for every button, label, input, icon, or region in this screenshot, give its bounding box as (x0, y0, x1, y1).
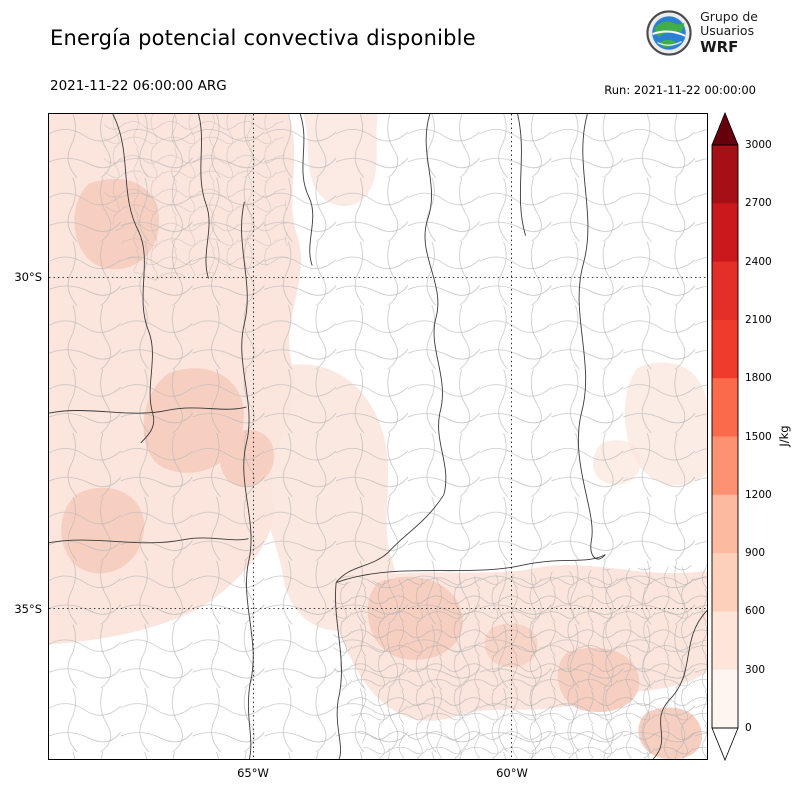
colorbar-tick: 0 (745, 722, 752, 734)
lon-tick-65w: 65°W (237, 766, 269, 780)
globe-icon (646, 10, 692, 56)
colorbar-segment (712, 378, 738, 437)
colorbar-segment (712, 319, 738, 379)
lon-tick-60w: 60°W (496, 766, 528, 780)
colorbar-tick: 2400 (745, 255, 772, 268)
colorbar-tick: 1500 (745, 430, 772, 443)
department-boundaries (49, 114, 707, 759)
gridlines (49, 114, 707, 759)
colorbar-tick: 2700 (745, 197, 772, 210)
colorbar-segment (712, 261, 738, 321)
colorbar-tick: 600 (745, 605, 766, 618)
colorbar-tick: 1800 (745, 372, 772, 385)
colorbar-tick: 3000 (745, 139, 772, 151)
logo-line-2: Usuarios (700, 23, 755, 39)
lat-tick-30s: 30°S (14, 270, 42, 284)
colorbar-under-arrow (711, 727, 739, 762)
colorbar-segment (712, 145, 738, 204)
colorbar: 3000 2700 2400 2100 1800 1500 1200 900 600 300 0 J… (711, 111, 791, 762)
valid-time-label: 2021-11-22 06:00:00 ARG (50, 78, 227, 94)
colorbar-segment (712, 203, 738, 263)
logo-line-3: WRF (700, 37, 739, 56)
colorbar-tick: 900 (745, 547, 766, 560)
colorbar-segment (712, 669, 738, 729)
colorbar-tick: 300 (745, 663, 766, 676)
run-time-label: Run: 2021-11-22 00:00:00 (604, 83, 756, 97)
colorbar-tick: 2100 (745, 313, 772, 326)
wrf-logo: Grupo de Usuarios WRF (646, 9, 758, 56)
map-frame (48, 113, 708, 760)
colorbar-tick: 1200 (745, 488, 772, 501)
logo-text: Grupo de Usuarios WRF (700, 9, 758, 56)
colorbar-segment (712, 611, 738, 671)
province-boundaries (49, 114, 707, 759)
colorbar-unit-label: J/kg (777, 425, 791, 447)
cape-map (49, 114, 707, 759)
colorbar-segment (712, 494, 738, 554)
lat-tick-35s: 35°S (14, 602, 42, 616)
colorbar-over-arrow (711, 111, 739, 146)
colorbar-segment (712, 436, 738, 496)
colorbar-gradient (711, 111, 739, 762)
logo-line-1: Grupo de (700, 9, 758, 24)
page-title: Energía potencial convectiva disponible (50, 26, 476, 50)
colorbar-segment (712, 553, 738, 612)
